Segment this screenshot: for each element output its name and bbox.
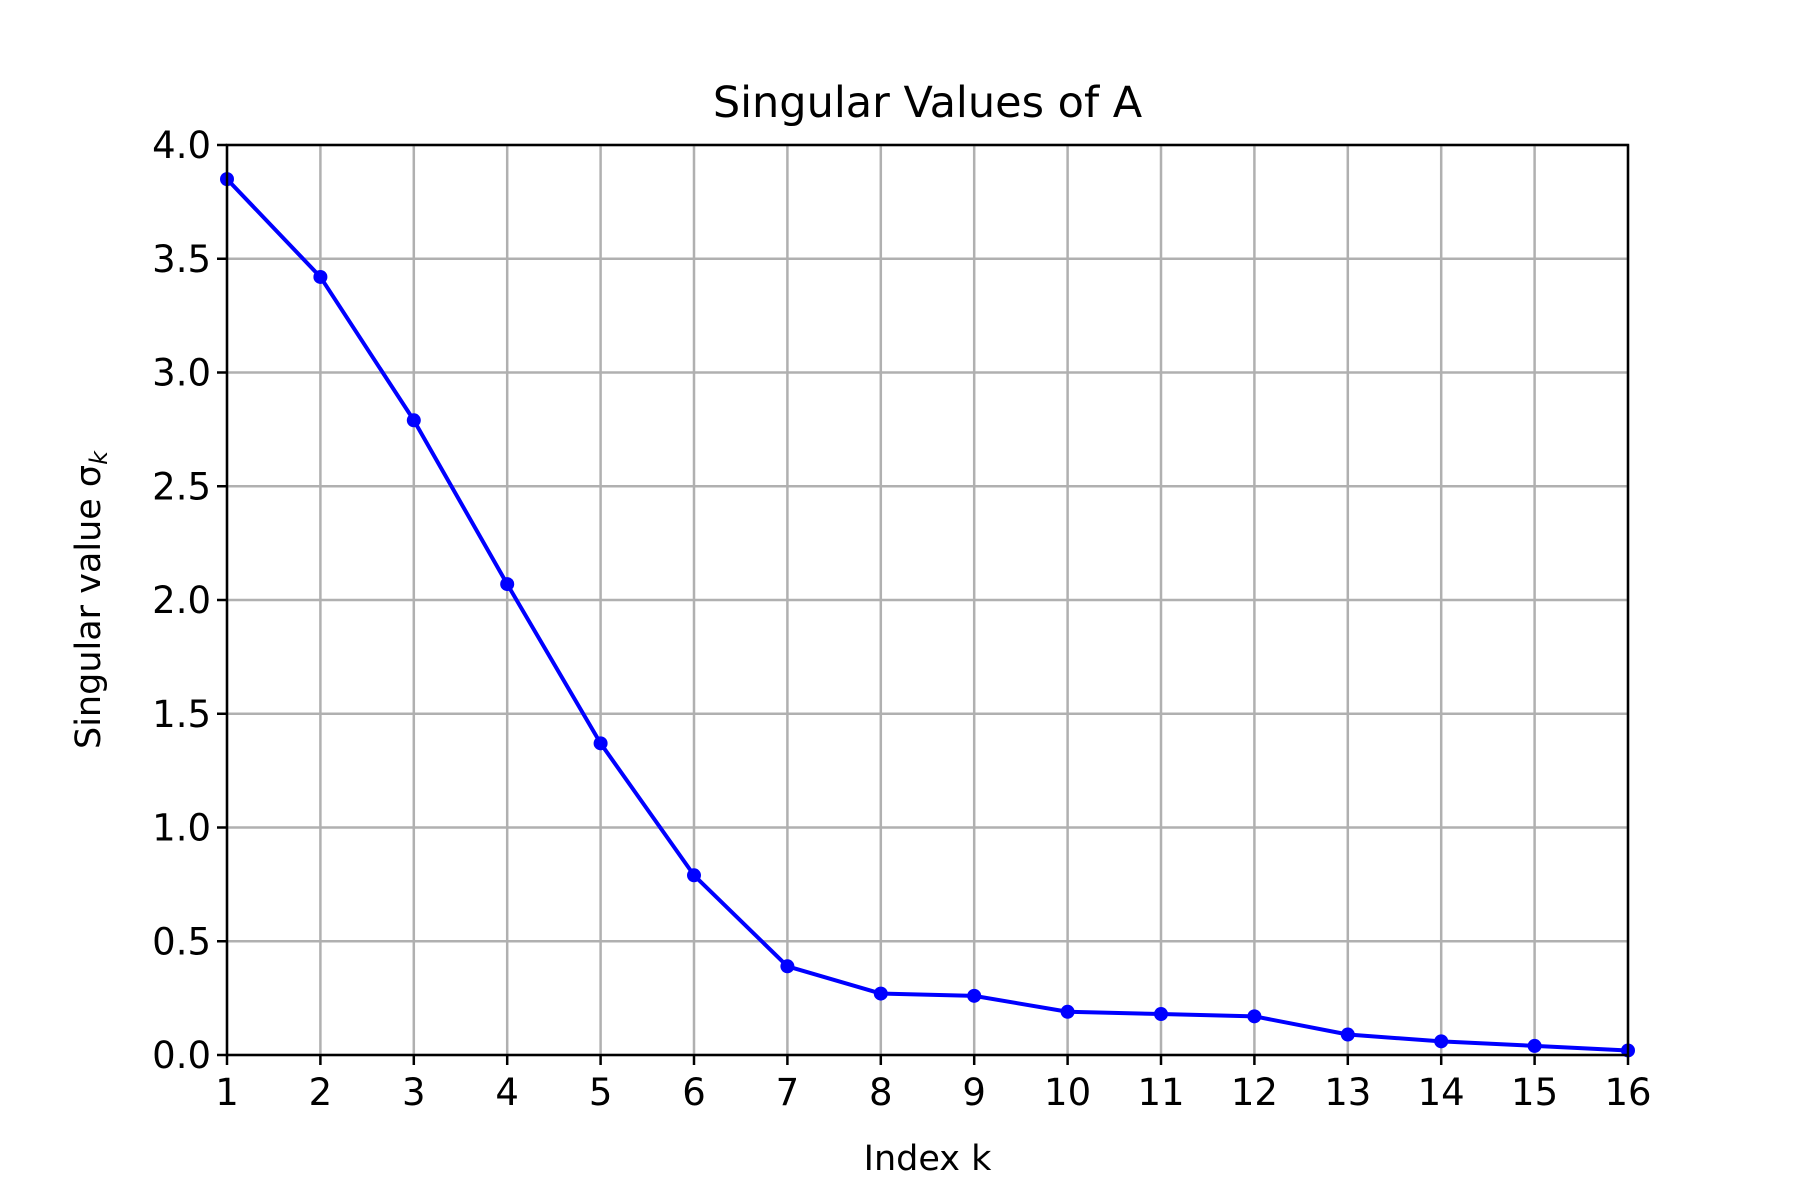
x-tick-label: 12: [1231, 1071, 1278, 1114]
x-tick-label: 6: [682, 1071, 706, 1114]
x-tick-label: 8: [869, 1071, 893, 1114]
x-tick-label: 13: [1324, 1071, 1371, 1114]
y-axis-label-subscript: k: [85, 450, 113, 465]
x-tick-label: 5: [589, 1071, 613, 1114]
series-line: [225, 177, 1629, 1053]
data-point: [500, 577, 515, 592]
data-point: [780, 959, 795, 974]
x-axis-label: Index k: [864, 1139, 992, 1179]
data-point: [1434, 1034, 1449, 1049]
data-point: [1154, 1007, 1168, 1022]
x-tick-label: 10: [1044, 1071, 1091, 1114]
x-tick-label: 11: [1137, 1071, 1184, 1114]
data-point: [967, 988, 982, 1003]
y-axis-label: Singular value σk: [69, 450, 113, 749]
data-point: [1247, 1009, 1262, 1024]
grid: [225, 143, 1630, 1057]
data-point: [593, 736, 608, 751]
y-tick-label: 3.5: [152, 238, 211, 281]
y-tick-label: 2.0: [152, 579, 211, 622]
x-tick-label: 9: [962, 1071, 986, 1114]
y-tick-label: 0.5: [152, 920, 211, 963]
chart-title: Singular Values of A: [713, 78, 1143, 128]
y-tick-label: 2.5: [152, 465, 211, 508]
y-tick-label: 1.0: [152, 807, 211, 850]
y-tick-label: 4.0: [152, 124, 211, 167]
ticks: 1 2 3 4 5 6 7 8 9 10 11 12 13 14 15 160.00.51.01.52.02.…: [152, 124, 1651, 1114]
data-point: [1060, 1004, 1075, 1019]
y-tick-label: 3.0: [152, 352, 211, 395]
x-tick-label: 7: [776, 1071, 800, 1114]
x-tick-label: 16: [1604, 1071, 1651, 1114]
series-layer: [220, 172, 1635, 1058]
x-tick-label: 3: [402, 1071, 426, 1114]
x-tick-label: 15: [1511, 1071, 1558, 1114]
x-tick-label: 4: [495, 1071, 519, 1114]
data-point: [1340, 1027, 1355, 1042]
x-tick-label: 14: [1418, 1071, 1465, 1114]
data-point: [873, 986, 888, 1001]
y-tick-label: 1.5: [152, 693, 211, 736]
x-tick-label: 2: [309, 1071, 333, 1114]
y-tick-label: 0.0: [152, 1034, 211, 1077]
y-axis-label-main: Singular value σ: [69, 465, 109, 749]
data-point: [313, 269, 328, 284]
x-tick-label: 1: [215, 1071, 239, 1114]
data-point: [1527, 1038, 1542, 1053]
data-point: [406, 413, 421, 428]
data-point: [687, 868, 701, 883]
